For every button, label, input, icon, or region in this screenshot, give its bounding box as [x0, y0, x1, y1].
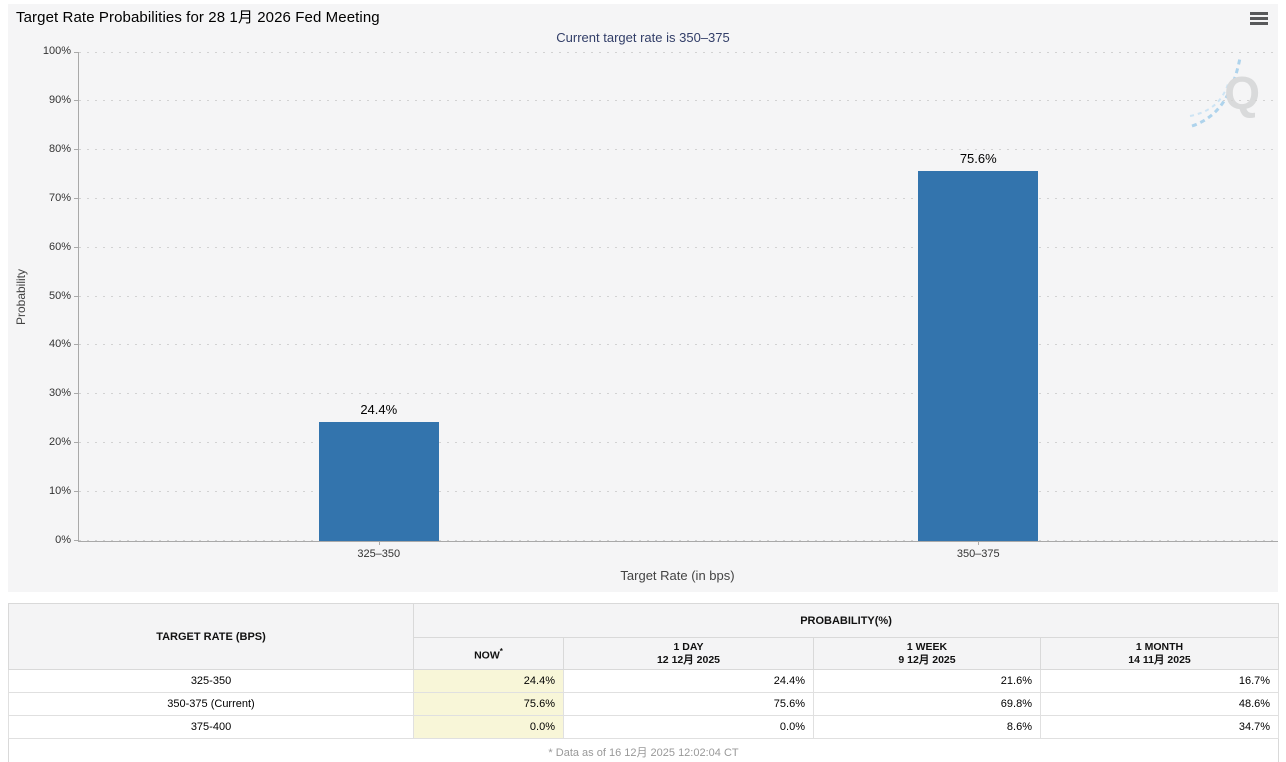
- y-axis-tick: [74, 296, 79, 297]
- chart-bar[interactable]: [918, 171, 1038, 541]
- gridline: [79, 247, 1278, 248]
- one-week-probability-cell: 21.6%: [814, 670, 1041, 693]
- target-rate-cell: 375-400: [9, 716, 414, 739]
- current-target-rate-subtitle: Current target rate is 350–375: [8, 30, 1278, 45]
- y-axis-tick: [74, 149, 79, 150]
- gridline: [79, 540, 1278, 541]
- y-tick-label: 20%: [23, 436, 71, 448]
- x-axis-tick: [978, 541, 979, 545]
- bar-value-label: 24.4%: [319, 402, 439, 417]
- target-rate-cell: 350-375 (Current): [9, 693, 414, 716]
- table-row-350-375-current: 350-375 (Current) 75.6% 75.6% 69.8% 48.6…: [9, 693, 1279, 716]
- y-axis-tick: [74, 540, 79, 541]
- y-tick-label: 40%: [23, 338, 71, 350]
- now-probability-cell: 0.0%: [414, 716, 564, 739]
- one-day-probability-cell: 24.4%: [564, 670, 814, 693]
- x-tick-label: 325–350: [299, 548, 459, 560]
- one-month-probability-cell: 34.7%: [1041, 716, 1279, 739]
- gridline: [79, 344, 1278, 345]
- y-axis-tick: [74, 344, 79, 345]
- probability-table-wrap: TARGET RATE (BPS) PROBABILITY(%) NOW* 1 …: [8, 603, 1278, 762]
- y-tick-label: 70%: [23, 192, 71, 204]
- probability-table: TARGET RATE (BPS) PROBABILITY(%) NOW* 1 …: [8, 603, 1279, 762]
- one-month-probability-cell: 16.7%: [1041, 670, 1279, 693]
- gridline: [79, 100, 1278, 101]
- chart-title: Target Rate Probabilities for 28 1月 2026…: [16, 6, 380, 27]
- x-axis-title: Target Rate (in bps): [78, 568, 1277, 583]
- col-header-target-rate: TARGET RATE (BPS): [9, 604, 414, 670]
- y-axis-tick: [74, 52, 79, 53]
- col-header-now: NOW*: [414, 638, 564, 670]
- chart-bar[interactable]: [319, 422, 439, 541]
- plot-area: 0%10%20%30%40%50%60%70%80%90%100%24.4%32…: [78, 52, 1278, 542]
- gridline: [79, 491, 1278, 492]
- y-axis-tick: [74, 393, 79, 394]
- now-probability-cell: 24.4%: [414, 670, 564, 693]
- now-probability-cell: 75.6%: [414, 693, 564, 716]
- gridline: [79, 442, 1278, 443]
- col-header-probability: PROBABILITY(%): [414, 604, 1279, 638]
- fed-meeting-probability-panel: Target Rate Probabilities for 28 1月 2026…: [8, 4, 1278, 592]
- gridline: [79, 296, 1278, 297]
- gridline: [79, 198, 1278, 199]
- y-axis-tick: [74, 198, 79, 199]
- x-axis-tick: [379, 541, 380, 545]
- y-tick-label: 30%: [23, 387, 71, 399]
- y-axis-tick: [74, 100, 79, 101]
- hamburger-icon: [1250, 12, 1270, 25]
- gridline: [79, 52, 1278, 53]
- y-tick-label: 0%: [23, 534, 71, 546]
- y-axis-tick: [74, 491, 79, 492]
- one-day-probability-cell: 0.0%: [564, 716, 814, 739]
- y-tick-label: 60%: [23, 241, 71, 253]
- data-as-of-footnote: * Data as of 16 12月 2025 12:02:04 CT: [9, 739, 1279, 762]
- gridline: [79, 149, 1278, 150]
- gridline: [79, 393, 1278, 394]
- y-tick-label: 100%: [23, 45, 71, 57]
- chart-menu-button[interactable]: [1250, 12, 1270, 28]
- one-week-probability-cell: 8.6%: [814, 716, 1041, 739]
- y-tick-label: 50%: [23, 290, 71, 302]
- one-month-probability-cell: 48.6%: [1041, 693, 1279, 716]
- table-row-375-400: 375-400 0.0% 0.0% 8.6% 34.7%: [9, 716, 1279, 739]
- one-day-probability-cell: 75.6%: [564, 693, 814, 716]
- y-axis-tick: [74, 442, 79, 443]
- y-tick-label: 10%: [23, 485, 71, 497]
- x-tick-label: 350–375: [898, 548, 1058, 560]
- y-axis-tick: [74, 247, 79, 248]
- target-rate-cell: 325-350: [9, 670, 414, 693]
- table-row-325-350: 325-350 24.4% 24.4% 21.6% 16.7%: [9, 670, 1279, 693]
- bar-value-label: 75.6%: [918, 151, 1038, 166]
- y-tick-label: 80%: [23, 143, 71, 155]
- one-week-probability-cell: 69.8%: [814, 693, 1041, 716]
- y-tick-label: 90%: [23, 94, 71, 106]
